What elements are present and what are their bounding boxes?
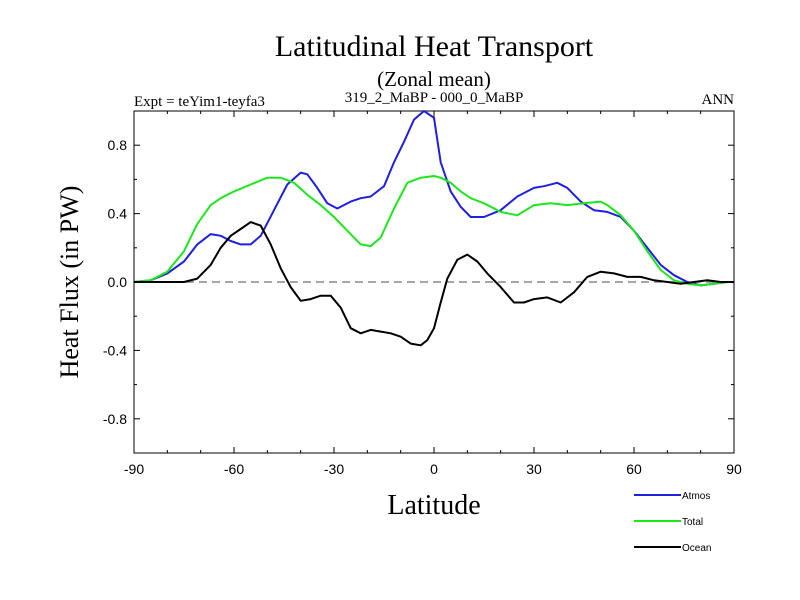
legend-label-total: Total: [682, 517, 703, 528]
y-axis-label: Heat Flux (in PW): [55, 186, 84, 379]
series-lines: [133, 110, 734, 347]
x-tick-label: 60: [626, 461, 642, 477]
x-tick-label: 90: [726, 461, 742, 477]
x-tick-label: -90: [124, 461, 144, 477]
y-tick-label: 0.0: [108, 274, 128, 290]
legend-label-atmos: Atmos: [682, 491, 710, 502]
axis-ticks: -90 -60 -30 0 30 60 90 -0.8 -0.4 0.0 0.4 0.8: [103, 110, 742, 477]
y-tick-label: -0.4: [103, 342, 127, 358]
chart-title: Latitudinal Heat Transport: [275, 30, 594, 63]
y-tick-label: 0.4: [108, 206, 128, 222]
x-tick-label: -30: [324, 461, 344, 477]
series-line-ocean: [134, 221, 734, 347]
season-label: ANN: [702, 92, 735, 108]
y-tick-label: -0.8: [103, 411, 127, 427]
x-tick-label: 30: [526, 461, 542, 477]
experiment-label: Expt = teYim1-teyfa3: [134, 94, 265, 110]
series-line-total: [133, 175, 734, 287]
x-tick-label: 0: [430, 461, 438, 477]
legend: Atmos Total Ocean: [634, 491, 711, 554]
series-line-atmos: [133, 110, 734, 287]
chart-subtitle: (Zonal mean): [377, 67, 491, 91]
x-tick-label: -60: [224, 461, 244, 477]
legend-label-ocean: Ocean: [682, 543, 711, 554]
x-axis-label: Latitude: [387, 490, 480, 521]
period-label: 319_2_MaBP - 000_0_MaBP: [345, 90, 524, 106]
y-tick-label: 0.8: [108, 137, 128, 153]
